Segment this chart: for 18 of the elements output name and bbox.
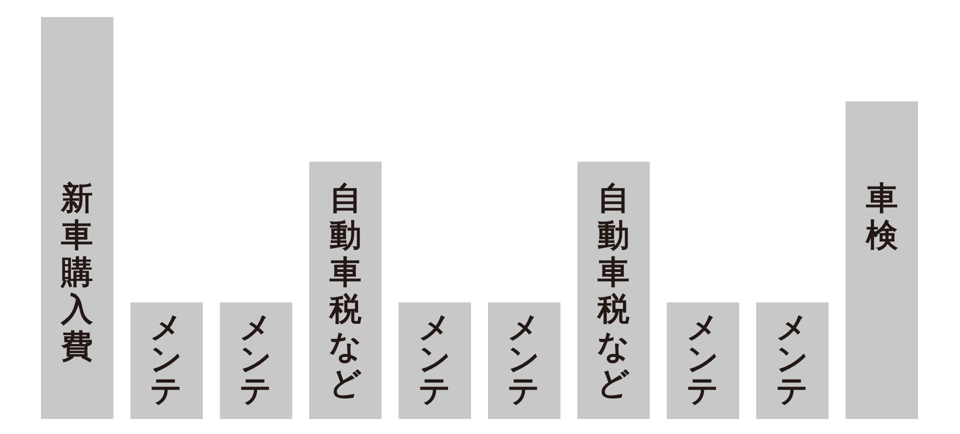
bar [756, 302, 829, 419]
bar [41, 17, 114, 419]
x-tick-label: メンテ [686, 310, 720, 410]
x-tick-label: メンテ [240, 310, 273, 410]
bar [220, 302, 292, 419]
x-tick-label: 新車購入費 [60, 179, 94, 366]
bar [130, 302, 203, 419]
bar [666, 302, 740, 419]
x-tick-label: メンテ [776, 310, 809, 410]
bar [846, 101, 918, 419]
bar [488, 302, 560, 419]
x-tick-label: メンテ [508, 310, 541, 410]
x-tick-label: 自動車税など [596, 179, 630, 402]
x-tick-label: メンテ [418, 310, 452, 410]
x-tick-label: メンテ [150, 310, 184, 410]
x-tick-label: 自動車税など [328, 179, 362, 402]
x-tick-label: 車検 [864, 179, 899, 254]
bar [398, 302, 472, 419]
